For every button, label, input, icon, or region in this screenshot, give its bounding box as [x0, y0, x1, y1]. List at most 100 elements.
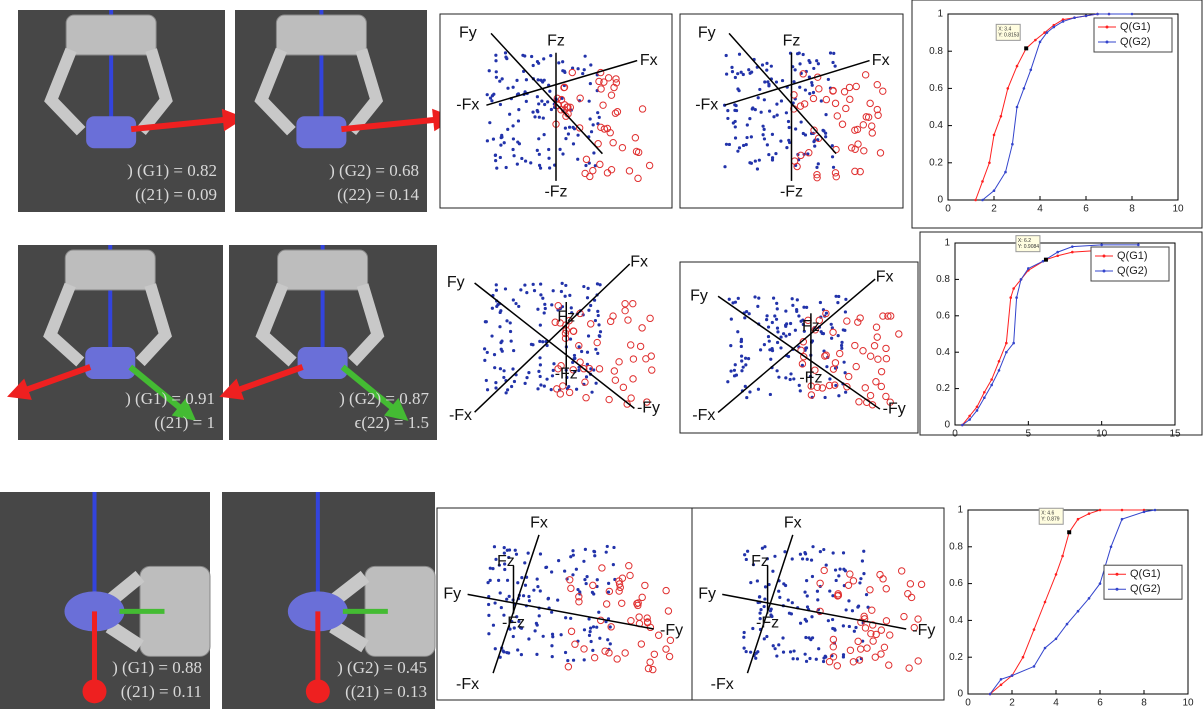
- sample-dot: [510, 385, 513, 388]
- object: [298, 347, 348, 379]
- sample-dot: [586, 296, 589, 299]
- sample-dot: [828, 377, 831, 380]
- sample-dot: [747, 357, 750, 360]
- sample-circle: [612, 377, 618, 383]
- y-tick-label: 1: [944, 238, 950, 249]
- object: [85, 347, 135, 379]
- sample-dot: [593, 550, 596, 553]
- data-tip-marker: [1024, 46, 1028, 50]
- sample-dot: [592, 625, 595, 628]
- sample-dot: [547, 148, 550, 151]
- force-axis-label: -Fz: [544, 184, 567, 201]
- sample-dot: [834, 384, 837, 387]
- sample-dot: [606, 638, 609, 641]
- sample-dot: [548, 166, 551, 169]
- sample-dot: [538, 614, 541, 617]
- cdf-point: [1055, 638, 1058, 641]
- cdf-point: [1044, 647, 1047, 650]
- sample-dot: [816, 590, 819, 593]
- sample-dot: [609, 642, 612, 645]
- force-axis-label: Fy: [690, 287, 708, 304]
- sample-dot: [605, 551, 608, 554]
- sample-dot: [505, 166, 508, 169]
- sample-dot: [791, 297, 794, 300]
- sample-dot: [539, 589, 542, 592]
- sample-dot: [748, 312, 751, 315]
- sample-dot: [747, 68, 750, 71]
- sample-circle: [625, 317, 631, 323]
- sample-dot: [736, 87, 739, 90]
- gripper-base: [278, 250, 368, 290]
- sample-dot: [775, 318, 778, 321]
- cdf-point: [1044, 601, 1047, 604]
- cdf-point: [1039, 41, 1042, 44]
- force-axis-label: Fz: [557, 308, 575, 325]
- sample-dot: [842, 655, 845, 658]
- sample-dot: [563, 569, 566, 572]
- sample-dot: [776, 307, 779, 310]
- sample-dot: [594, 348, 597, 351]
- cdf-point: [998, 369, 1001, 372]
- sample-dot: [598, 335, 601, 338]
- sample-dot: [487, 603, 490, 606]
- plot-frame: [692, 508, 944, 700]
- sample-dot: [771, 321, 774, 324]
- sample-dot: [498, 325, 501, 328]
- y-tick-label: 0.8: [949, 541, 963, 552]
- sample-dot: [597, 611, 600, 614]
- sample-dot: [759, 608, 762, 611]
- cdf-point: [974, 199, 977, 202]
- sample-dot: [539, 375, 542, 378]
- sample-dot: [763, 80, 766, 83]
- sample-dot: [815, 166, 818, 169]
- sample-dot: [836, 301, 839, 304]
- sample-dot: [517, 119, 520, 122]
- sample-dot: [787, 598, 790, 601]
- sample-dot: [534, 629, 537, 632]
- sample-dot: [767, 83, 770, 86]
- cdf-point: [1085, 15, 1088, 18]
- sample-dot: [776, 330, 779, 333]
- sample-dot: [512, 154, 515, 157]
- data-tip-text: Y: 0.8153: [998, 33, 1019, 39]
- sample-dot: [732, 121, 735, 124]
- cdf-point: [1100, 244, 1103, 247]
- sample-dot: [595, 382, 598, 385]
- grasp-metric: ((21) = 0.09: [135, 185, 217, 204]
- sample-dot: [776, 327, 779, 330]
- sample-dot: [830, 323, 833, 326]
- sample-dot: [730, 66, 733, 69]
- sample-dot: [790, 612, 793, 615]
- sample-dot: [541, 297, 544, 300]
- sample-dot: [760, 111, 763, 114]
- sample-dot: [527, 595, 530, 598]
- sample-dot: [530, 343, 533, 346]
- sample-dot: [742, 73, 745, 76]
- sample-dot: [828, 589, 831, 592]
- sample-dot: [838, 568, 841, 571]
- sample-dot: [540, 99, 543, 102]
- sample-dot: [584, 548, 587, 551]
- sample-dot: [560, 290, 563, 293]
- sample-dot: [763, 98, 766, 101]
- sample-dot: [745, 396, 748, 399]
- sample-dot: [572, 142, 575, 145]
- cdf-point: [1073, 16, 1076, 19]
- sample-dot: [761, 63, 764, 66]
- sample-dot: [517, 108, 520, 111]
- sample-dot: [729, 369, 732, 372]
- sample-dot: [789, 650, 792, 653]
- cdf-point: [1061, 555, 1064, 558]
- sample-dot: [584, 164, 587, 167]
- sample-dot: [862, 550, 865, 553]
- sample-dot: [824, 113, 827, 116]
- sample-dot: [558, 148, 561, 151]
- sample-dot: [842, 551, 845, 554]
- sample-dot: [798, 86, 801, 89]
- sample-dot: [595, 626, 598, 629]
- sample-dot: [748, 161, 751, 164]
- sample-dot: [531, 111, 534, 114]
- sample-dot: [754, 159, 757, 162]
- sample-dot: [504, 56, 507, 59]
- sample-dot: [831, 61, 834, 64]
